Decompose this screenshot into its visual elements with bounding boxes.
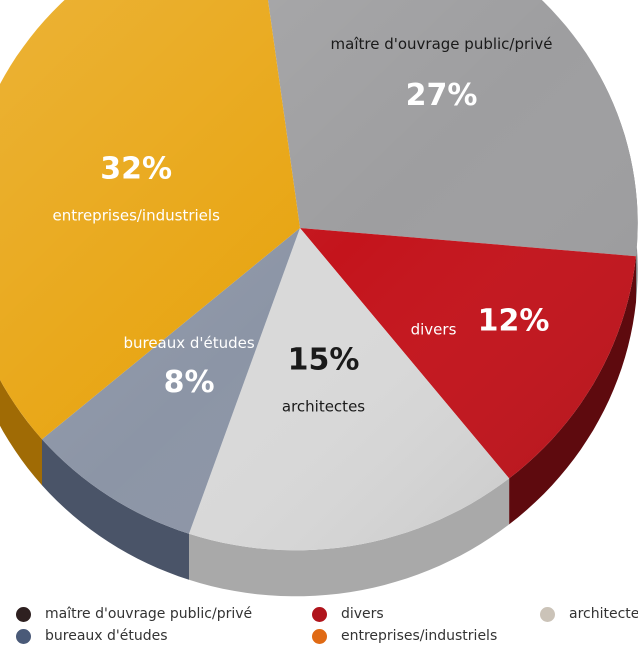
legend-swatch xyxy=(540,606,555,622)
legend-label: divers xyxy=(341,606,384,622)
pie-chart: 27% maître d'ouvrage public/privé 12% diver… xyxy=(0,0,638,597)
slice-category-label: maître d'ouvrage public/privé xyxy=(331,35,553,53)
slice-value-label: 12% xyxy=(478,303,550,338)
slice-value-label: 8% xyxy=(164,365,215,400)
legend-swatch xyxy=(312,628,327,644)
legend-swatch xyxy=(16,628,31,644)
legend-label: architectes xyxy=(569,606,638,622)
legend-item-divers: divers xyxy=(312,604,384,624)
legend-item-bureaux: bureaux d'études xyxy=(16,626,168,646)
slice-value-label: 15% xyxy=(288,343,360,378)
slice-category-label: bureaux d'études xyxy=(123,334,254,352)
slice-category-label: entreprises/industriels xyxy=(52,206,220,224)
slice-category-label: divers xyxy=(411,320,457,338)
legend-item-entreprises: entreprises/industriels xyxy=(312,626,497,646)
legend-item-maitre: maître d'ouvrage public/privé xyxy=(16,604,252,624)
legend-swatch xyxy=(16,606,31,622)
slice-value-label: 32% xyxy=(100,151,172,186)
legend-label: bureaux d'études xyxy=(45,628,168,644)
legend-label: maître d'ouvrage public/privé xyxy=(45,606,253,622)
slice-value-label: 27% xyxy=(406,78,478,113)
slice-category-label: architectes xyxy=(282,398,365,416)
legend-swatch xyxy=(312,606,327,622)
pie-side-architectes xyxy=(189,478,510,597)
legend: maître d'ouvrage public/privé divers archi… xyxy=(0,604,638,650)
legend-item-architectes: architectes xyxy=(540,604,638,624)
legend-label: entreprises/industriels xyxy=(341,628,498,644)
